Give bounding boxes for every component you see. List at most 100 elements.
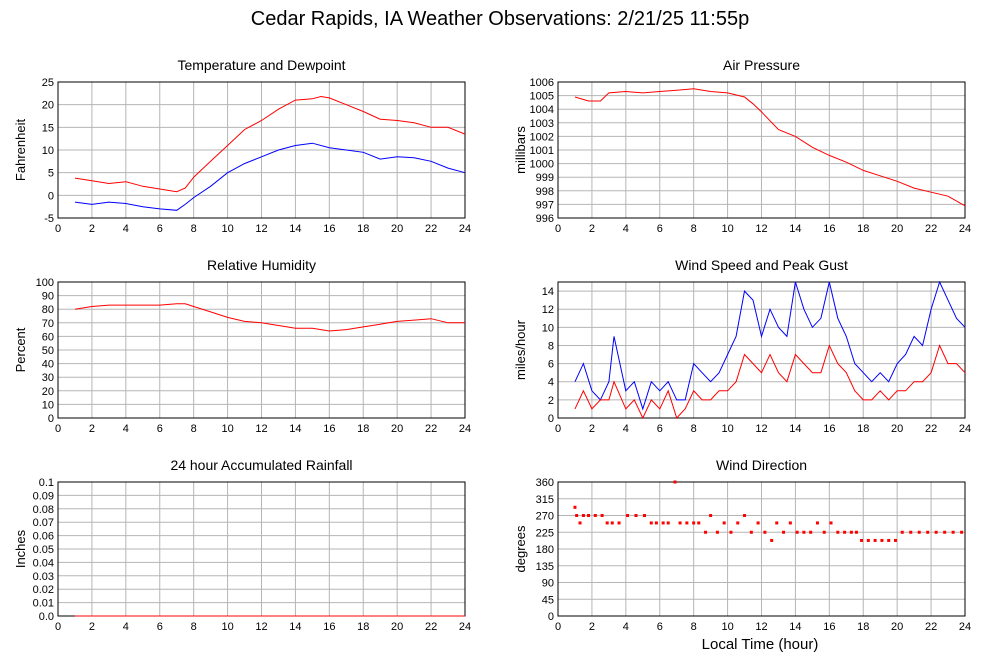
x-tick-label: 8 — [191, 423, 197, 435]
data-point — [763, 530, 767, 534]
x-tick-label: 12 — [755, 621, 767, 633]
data-point — [736, 521, 740, 525]
x-tick-label: 22 — [925, 223, 937, 235]
y-tick-label: 0.01 — [33, 598, 54, 610]
y-tick-label: 0 — [548, 611, 554, 623]
x-tick-label: 24 — [959, 423, 971, 435]
x-tick-label: 10 — [221, 223, 233, 235]
x-tick-label: 8 — [691, 423, 697, 435]
data-point — [802, 530, 806, 534]
data-point — [743, 514, 747, 517]
data-point — [934, 530, 938, 534]
y-tick-label: 1003 — [530, 118, 554, 130]
plot-frame — [557, 481, 966, 617]
x-tick-label: 4 — [123, 423, 129, 435]
y-tick-label: 4 — [548, 377, 554, 389]
chart-title: Temperature and Dewpoint — [177, 57, 345, 73]
x-tick-label: 22 — [425, 223, 437, 235]
x-tick-label: 4 — [623, 423, 629, 435]
chart-title: Relative Humidity — [207, 257, 316, 273]
data-point — [943, 530, 947, 534]
data-point — [581, 514, 585, 517]
data-point — [880, 538, 884, 542]
data-point — [809, 530, 813, 534]
y-tick-label: 0.09 — [33, 490, 54, 502]
y-tick-label: 1005 — [530, 91, 554, 103]
y-axis-label: Fahrenheit — [13, 119, 28, 182]
x-tick-label: 16 — [823, 621, 835, 633]
y-tick-label: 1006 — [530, 77, 554, 89]
data-point — [749, 530, 753, 534]
data-point — [678, 521, 682, 525]
x-tick-label: 0 — [555, 223, 561, 235]
x-tick-label: 0 — [555, 423, 561, 435]
y-tick-label: 30 — [42, 372, 54, 384]
data-point — [722, 521, 726, 525]
y-tick-label: 90 — [542, 578, 554, 590]
y-tick-label: 360 — [536, 477, 554, 489]
x-tick-label: 12 — [255, 223, 267, 235]
data-point — [775, 521, 779, 525]
x-tick-label: 6 — [657, 621, 663, 633]
y-tick-label: 999 — [536, 172, 554, 184]
y-tick-label: 0.02 — [33, 584, 54, 596]
y-tick-label: 0.04 — [33, 557, 54, 569]
x-tick-label: 16 — [323, 423, 335, 435]
series-line — [74, 95, 466, 193]
x-tick-label: 2 — [89, 621, 95, 633]
data-point — [578, 521, 582, 525]
data-point — [634, 514, 638, 517]
y-tick-label: 0.06 — [33, 531, 54, 543]
x-tick-label: 2 — [589, 223, 595, 235]
y-tick-label: 100 — [36, 277, 54, 289]
x-tick-label: 14 — [789, 223, 801, 235]
data-point — [605, 521, 609, 525]
data-point — [704, 530, 708, 534]
data-point — [573, 505, 577, 509]
series-line — [74, 303, 465, 332]
x-tick-label: 10 — [721, 621, 733, 633]
y-tick-label: 315 — [536, 494, 554, 506]
series-line — [574, 344, 966, 420]
x-tick-label: 18 — [357, 621, 369, 633]
x-tick-label: 16 — [823, 223, 835, 235]
x-tick-label: 4 — [623, 621, 629, 633]
x-tick-label: 4 — [623, 223, 629, 235]
y-tick-label: 60 — [42, 331, 54, 343]
x-tick-label: 20 — [391, 223, 403, 235]
data-point — [575, 514, 579, 517]
x-tick-label: 14 — [289, 223, 301, 235]
data-point — [795, 530, 799, 534]
x-tick-label: 12 — [255, 621, 267, 633]
data-point — [673, 480, 677, 484]
y-tick-label: 70 — [42, 318, 54, 330]
y-tick-label: 996 — [536, 213, 554, 225]
plot-frame — [57, 281, 466, 419]
data-point — [685, 521, 689, 525]
data-point — [926, 530, 930, 534]
x-tick-label: 18 — [357, 423, 369, 435]
y-tick-label: 2 — [548, 395, 554, 407]
x-tick-label: 12 — [755, 423, 767, 435]
x-tick-label: 0 — [55, 621, 61, 633]
x-tick-label: 0 — [55, 223, 61, 235]
y-tick-label: 20 — [42, 386, 54, 398]
series-line — [574, 280, 966, 411]
x-tick-label: 10 — [221, 621, 233, 633]
chart-title: Air Pressure — [723, 57, 800, 73]
y-tick-label: 14 — [542, 286, 554, 298]
data-point — [610, 521, 614, 525]
data-point — [782, 530, 786, 534]
data-point — [815, 521, 819, 525]
y-tick-label: 998 — [536, 186, 554, 198]
chart-title: 24 hour Accumulated Rainfall — [170, 457, 352, 473]
x-tick-label: 6 — [657, 423, 663, 435]
x-tick-label: 18 — [857, 223, 869, 235]
data-point — [692, 521, 696, 525]
x-tick-label: 6 — [157, 223, 163, 235]
data-point — [654, 521, 658, 525]
data-point — [836, 530, 840, 534]
x-tick-label: 18 — [857, 621, 869, 633]
